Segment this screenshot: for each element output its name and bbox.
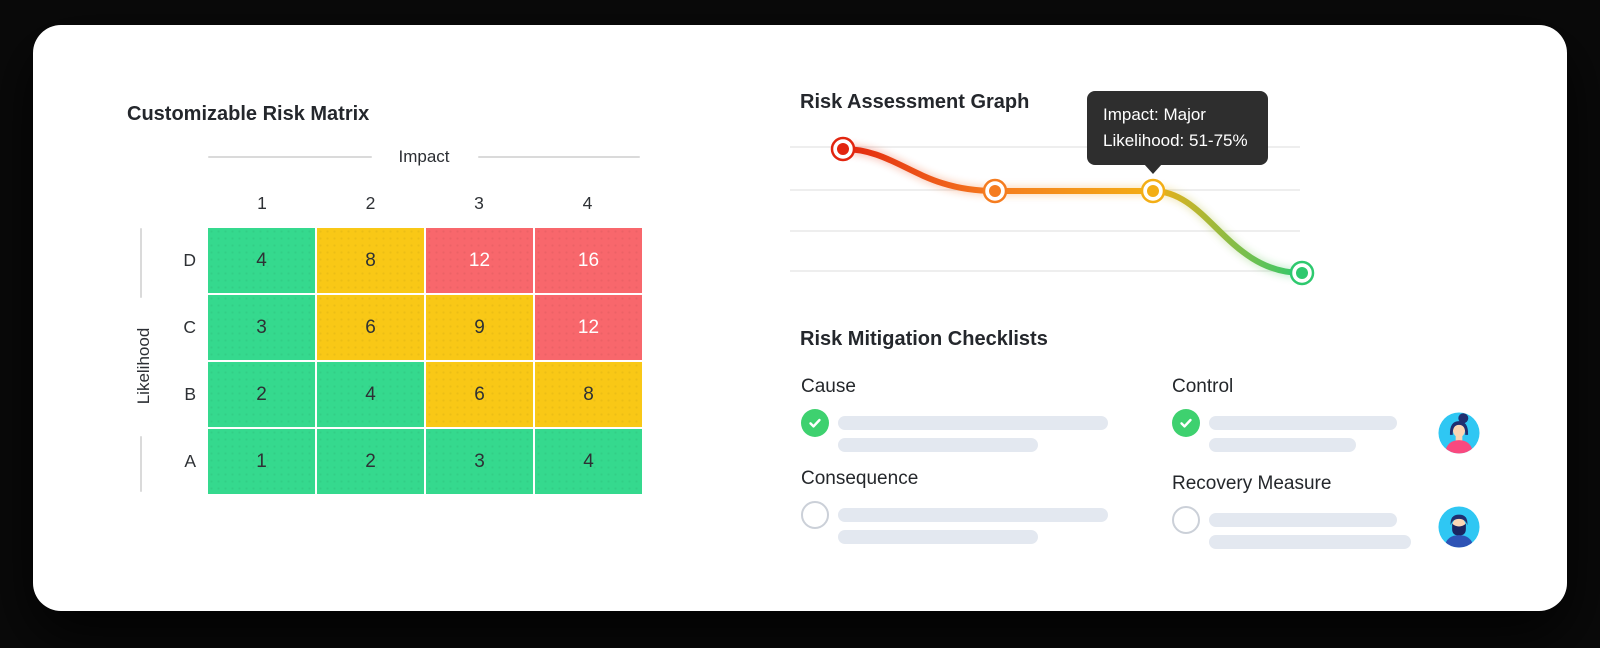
check-icon — [1180, 418, 1192, 428]
matrix-cell-b4[interactable]: 8 — [535, 362, 642, 427]
impact-axis-line-right — [478, 156, 640, 158]
check-icon — [809, 418, 821, 428]
hair — [1449, 421, 1469, 435]
likelihood-row-label-b: B — [184, 384, 196, 404]
tooltip-impact-text: Impact: Major — [1103, 105, 1206, 124]
likelihood-axis-label: Likelihood — [134, 327, 153, 405]
shirt — [1444, 440, 1474, 454]
placeholder-line — [838, 508, 1108, 522]
matrix-cell-d1[interactable]: 4 — [208, 228, 315, 293]
face — [1452, 422, 1466, 438]
matrix-cell-a4[interactable]: 4 — [535, 429, 642, 494]
risk-matrix-grid: 4 8 12 16 3 6 9 12 2 4 6 8 1 2 3 4 — [208, 228, 642, 494]
risk-matrix-title: Customizable Risk Matrix — [127, 103, 370, 125]
checklist-label: Control — [1172, 376, 1234, 397]
risk-point-medium[interactable] — [1140, 178, 1166, 204]
impact-col-header-1: 1 — [257, 193, 267, 213]
matrix-cell-d4[interactable]: 16 — [535, 228, 642, 293]
tooltip-pointer — [1144, 164, 1162, 174]
placeholder-line — [1209, 535, 1411, 549]
risk-line — [840, 146, 1305, 276]
placeholder-line — [1209, 416, 1397, 430]
checklist-item-recovery-measure: Recovery Measure — [1172, 473, 1522, 549]
matrix-cell-c2[interactable]: 6 — [317, 295, 424, 360]
placeholder-line — [1209, 513, 1397, 527]
checklists-title: Risk Mitigation Checklists — [800, 328, 1048, 350]
hair-bun — [1458, 413, 1469, 424]
tooltip-likelihood-text: Likelihood: 51-75% — [1103, 130, 1248, 150]
app-card: Customizable Risk Matrix Impact 1 2 3 4 … — [33, 25, 1567, 611]
beard — [1452, 523, 1466, 536]
likelihood-row-label-a: A — [184, 451, 196, 471]
checklist-item-cause: Cause — [801, 376, 1151, 452]
shirt — [1444, 535, 1474, 548]
impact-axis-label: Impact — [398, 147, 450, 166]
checkbox-consequence[interactable] — [801, 501, 829, 529]
checkbox-control[interactable] — [1172, 409, 1200, 437]
impact-col-header-2: 2 — [365, 193, 376, 213]
checklist-label: Consequence — [801, 468, 919, 489]
risk-assessment-chart — [790, 136, 1315, 286]
matrix-cell-c3[interactable]: 9 — [426, 295, 533, 360]
checklist-label: Recovery Measure — [1172, 473, 1332, 494]
matrix-cell-c1[interactable]: 3 — [208, 295, 315, 360]
risk-point-high[interactable] — [830, 136, 856, 162]
neck — [1455, 434, 1463, 441]
matrix-cell-c4[interactable]: 12 — [535, 295, 642, 360]
checkbox-cause[interactable] — [801, 409, 829, 437]
matrix-cell-b2[interactable]: 4 — [317, 362, 424, 427]
impact-col-header-4: 4 — [582, 193, 593, 213]
matrix-cell-b3[interactable]: 6 — [426, 362, 533, 427]
risk-point-medium-high[interactable] — [982, 178, 1008, 204]
likelihood-row-label-d: D — [183, 250, 196, 270]
matrix-cell-a2[interactable]: 2 — [317, 429, 424, 494]
placeholder-line — [838, 530, 1038, 544]
chart-tooltip: Impact: Major Likelihood: 51-75% — [1087, 91, 1268, 174]
checklist-item-consequence: Consequence — [801, 468, 1151, 544]
impact-axis-line-left — [208, 156, 372, 158]
placeholder-line — [838, 438, 1038, 452]
matrix-cell-a3[interactable]: 3 — [426, 429, 533, 494]
matrix-cell-a1[interactable]: 1 — [208, 429, 315, 494]
assignee-avatar-woman[interactable] — [1438, 412, 1480, 454]
impact-col-header-3: 3 — [474, 193, 484, 213]
matrix-cell-d2[interactable]: 8 — [317, 228, 424, 293]
hair — [1450, 514, 1468, 526]
likelihood-axis-line-top — [140, 228, 142, 298]
placeholder-line — [838, 416, 1108, 430]
matrix-cell-d3[interactable]: 12 — [426, 228, 533, 293]
risk-point-low[interactable] — [1289, 260, 1315, 286]
risk-graph-title: Risk Assessment Graph — [800, 91, 1030, 113]
placeholder-line — [1209, 438, 1356, 452]
checklist-item-control: Control — [1172, 376, 1522, 452]
likelihood-row-label-c: C — [183, 317, 196, 337]
checklist-label: Cause — [801, 376, 856, 397]
likelihood-axis-line-bottom — [140, 436, 142, 492]
assignee-avatar-man[interactable] — [1438, 506, 1480, 548]
matrix-cell-b1[interactable]: 2 — [208, 362, 315, 427]
chart-gridlines — [790, 146, 1300, 272]
checkbox-recovery-measure[interactable] — [1172, 506, 1200, 534]
